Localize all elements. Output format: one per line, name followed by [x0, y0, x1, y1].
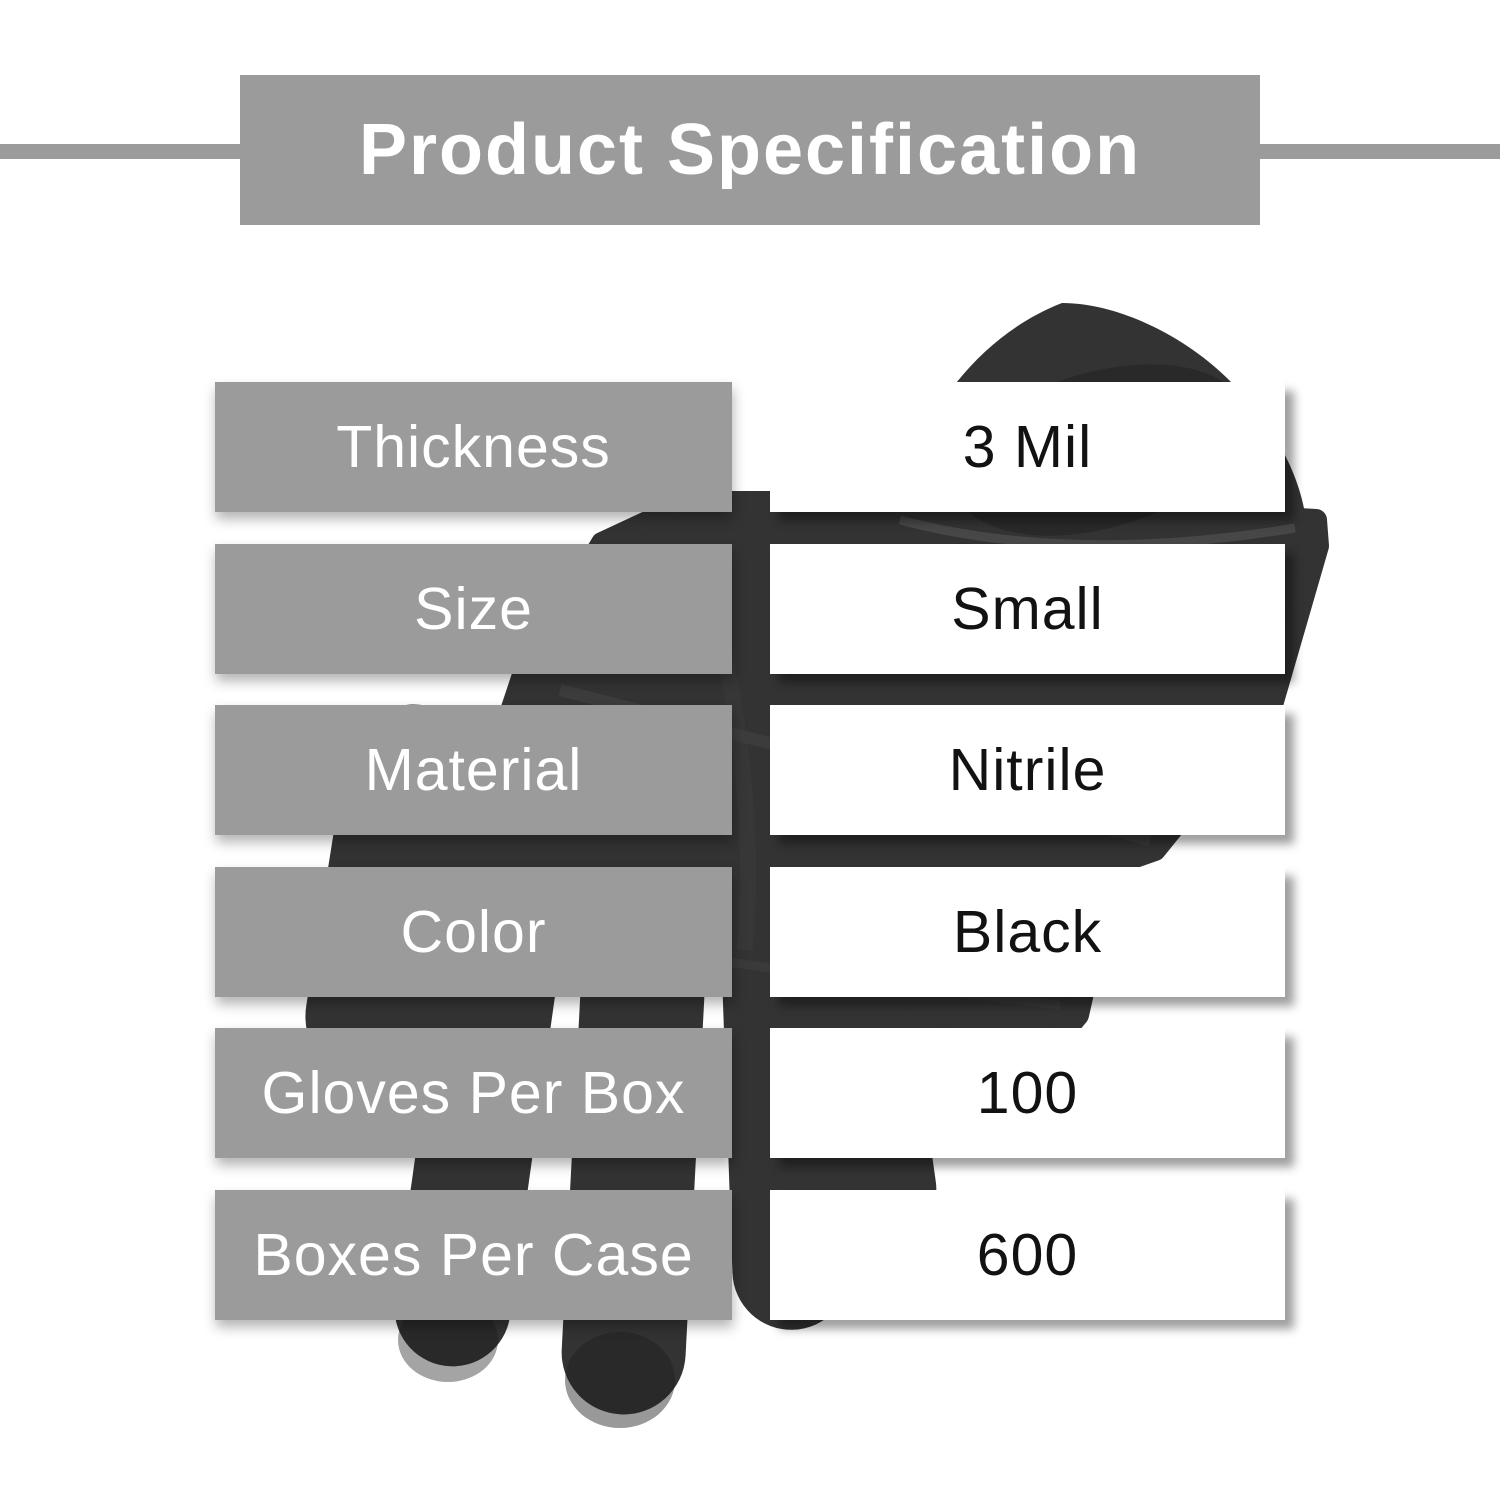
- spec-label-material: Material: [215, 705, 732, 836]
- spec-label-gloves-per-box: Gloves Per Box: [215, 1028, 732, 1159]
- spec-table: Thickness 3 Mil Size Small Material Nitr…: [215, 382, 1285, 1320]
- spec-row-size: Size Small: [215, 543, 1285, 674]
- spec-label-boxes-per-case: Boxes Per Case: [215, 1189, 732, 1320]
- spec-row-color: Color Black: [215, 866, 1285, 997]
- spec-value-material: Nitrile: [770, 705, 1285, 836]
- spec-value-gloves-per-box: 100: [770, 1028, 1285, 1159]
- spec-label-thickness: Thickness: [215, 382, 732, 512]
- spec-value-size: Small: [770, 543, 1285, 674]
- spec-value-thickness: 3 Mil: [770, 382, 1285, 512]
- spec-row-thickness: Thickness 3 Mil: [215, 382, 1285, 512]
- header-banner: Product Specification: [240, 75, 1260, 225]
- spec-label-color: Color: [215, 866, 732, 997]
- spec-label-size: Size: [215, 543, 732, 674]
- spec-row-boxes-per-case: Boxes Per Case 600: [215, 1189, 1285, 1320]
- spec-value-boxes-per-case: 600: [770, 1189, 1285, 1320]
- page-title: Product Specification: [358, 110, 1142, 190]
- spec-row-material: Material Nitrile: [215, 705, 1285, 836]
- spec-value-color: Black: [770, 866, 1285, 997]
- spec-row-gloves-per-box: Gloves Per Box 100: [215, 1028, 1285, 1159]
